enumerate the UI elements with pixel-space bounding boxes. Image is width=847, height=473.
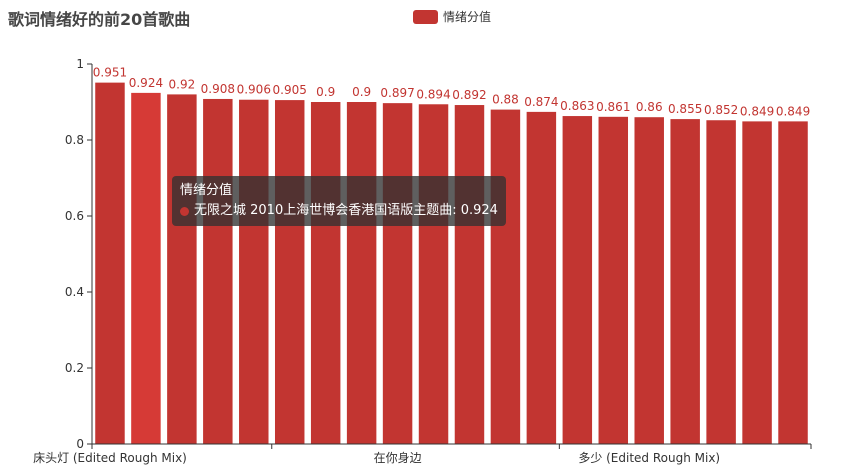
y-tick-label: 0.8 — [65, 133, 84, 147]
chart-title: 歌词情绪好的前20首歌曲 — [8, 10, 191, 29]
data-label: 0.924 — [129, 76, 163, 90]
bar[interactable] — [670, 119, 700, 444]
bar[interactable] — [778, 121, 808, 444]
data-label: 0.88 — [492, 93, 519, 107]
bar[interactable] — [95, 82, 125, 445]
bar[interactable] — [490, 109, 521, 444]
data-label: 0.849 — [776, 104, 810, 118]
x-tick-label: 在你身边 — [374, 450, 422, 465]
data-label: 0.951 — [93, 66, 127, 80]
y-tick-label: 0 — [76, 437, 84, 451]
legend-label: 情绪分值 — [443, 10, 492, 24]
bar[interactable] — [742, 121, 772, 444]
bar[interactable] — [418, 104, 449, 444]
bar[interactable] — [382, 103, 413, 444]
bar[interactable] — [562, 116, 593, 444]
data-label: 0.861 — [596, 100, 630, 114]
data-label: 0.9 — [352, 85, 371, 99]
tooltip-dot — [180, 206, 189, 216]
bar[interactable] — [598, 116, 629, 444]
y-tick-label: 1 — [76, 57, 84, 71]
legend-swatch — [413, 9, 438, 24]
data-label: 0.92 — [169, 77, 196, 91]
tooltip: 情绪分值 无限之城 2010上海世博会香港国语版主题曲: 0.924 — [172, 176, 506, 226]
tooltip-row: 无限之城 2010上海世博会香港国语版主题曲: 0.924 — [180, 201, 498, 221]
y-tick-label: 0.2 — [65, 361, 84, 375]
data-label: 0.894 — [416, 87, 450, 101]
tooltip-text: 无限之城 2010上海世博会香港国语版主题曲: 0.924 — [194, 203, 498, 218]
bar[interactable] — [131, 92, 161, 444]
y-tick-label: 0.4 — [65, 285, 84, 299]
bar[interactable] — [203, 98, 233, 445]
data-label: 0.863 — [560, 99, 594, 113]
data-label: 0.852 — [704, 103, 738, 117]
data-label: 0.897 — [380, 86, 414, 100]
y-tick-label: 0.6 — [65, 209, 84, 223]
bar[interactable] — [274, 100, 305, 444]
data-label: 0.874 — [524, 95, 558, 109]
data-label: 0.849 — [740, 104, 774, 118]
bar[interactable] — [454, 105, 485, 444]
legend-item[interactable]: 情绪分值 — [413, 8, 491, 25]
x-tick-label: 多少 (Edited Rough Mix) — [578, 451, 720, 465]
data-label: 0.86 — [636, 100, 663, 114]
tooltip-title: 情绪分值 — [180, 183, 233, 198]
bar[interactable] — [346, 102, 377, 444]
data-label: 0.892 — [452, 88, 486, 102]
data-label: 0.908 — [201, 82, 235, 96]
bar[interactable] — [310, 102, 341, 444]
data-label: 0.9 — [316, 85, 335, 99]
bar[interactable] — [526, 111, 557, 444]
x-tick-label: 床头灯 (Edited Rough Mix) — [33, 451, 187, 465]
data-label: 0.855 — [668, 102, 702, 116]
bar[interactable] — [239, 99, 269, 444]
bar[interactable] — [167, 94, 197, 445]
data-label: 0.906 — [237, 83, 271, 97]
bar[interactable] — [634, 117, 664, 444]
bar[interactable] — [706, 120, 736, 445]
data-label: 0.905 — [273, 83, 307, 97]
